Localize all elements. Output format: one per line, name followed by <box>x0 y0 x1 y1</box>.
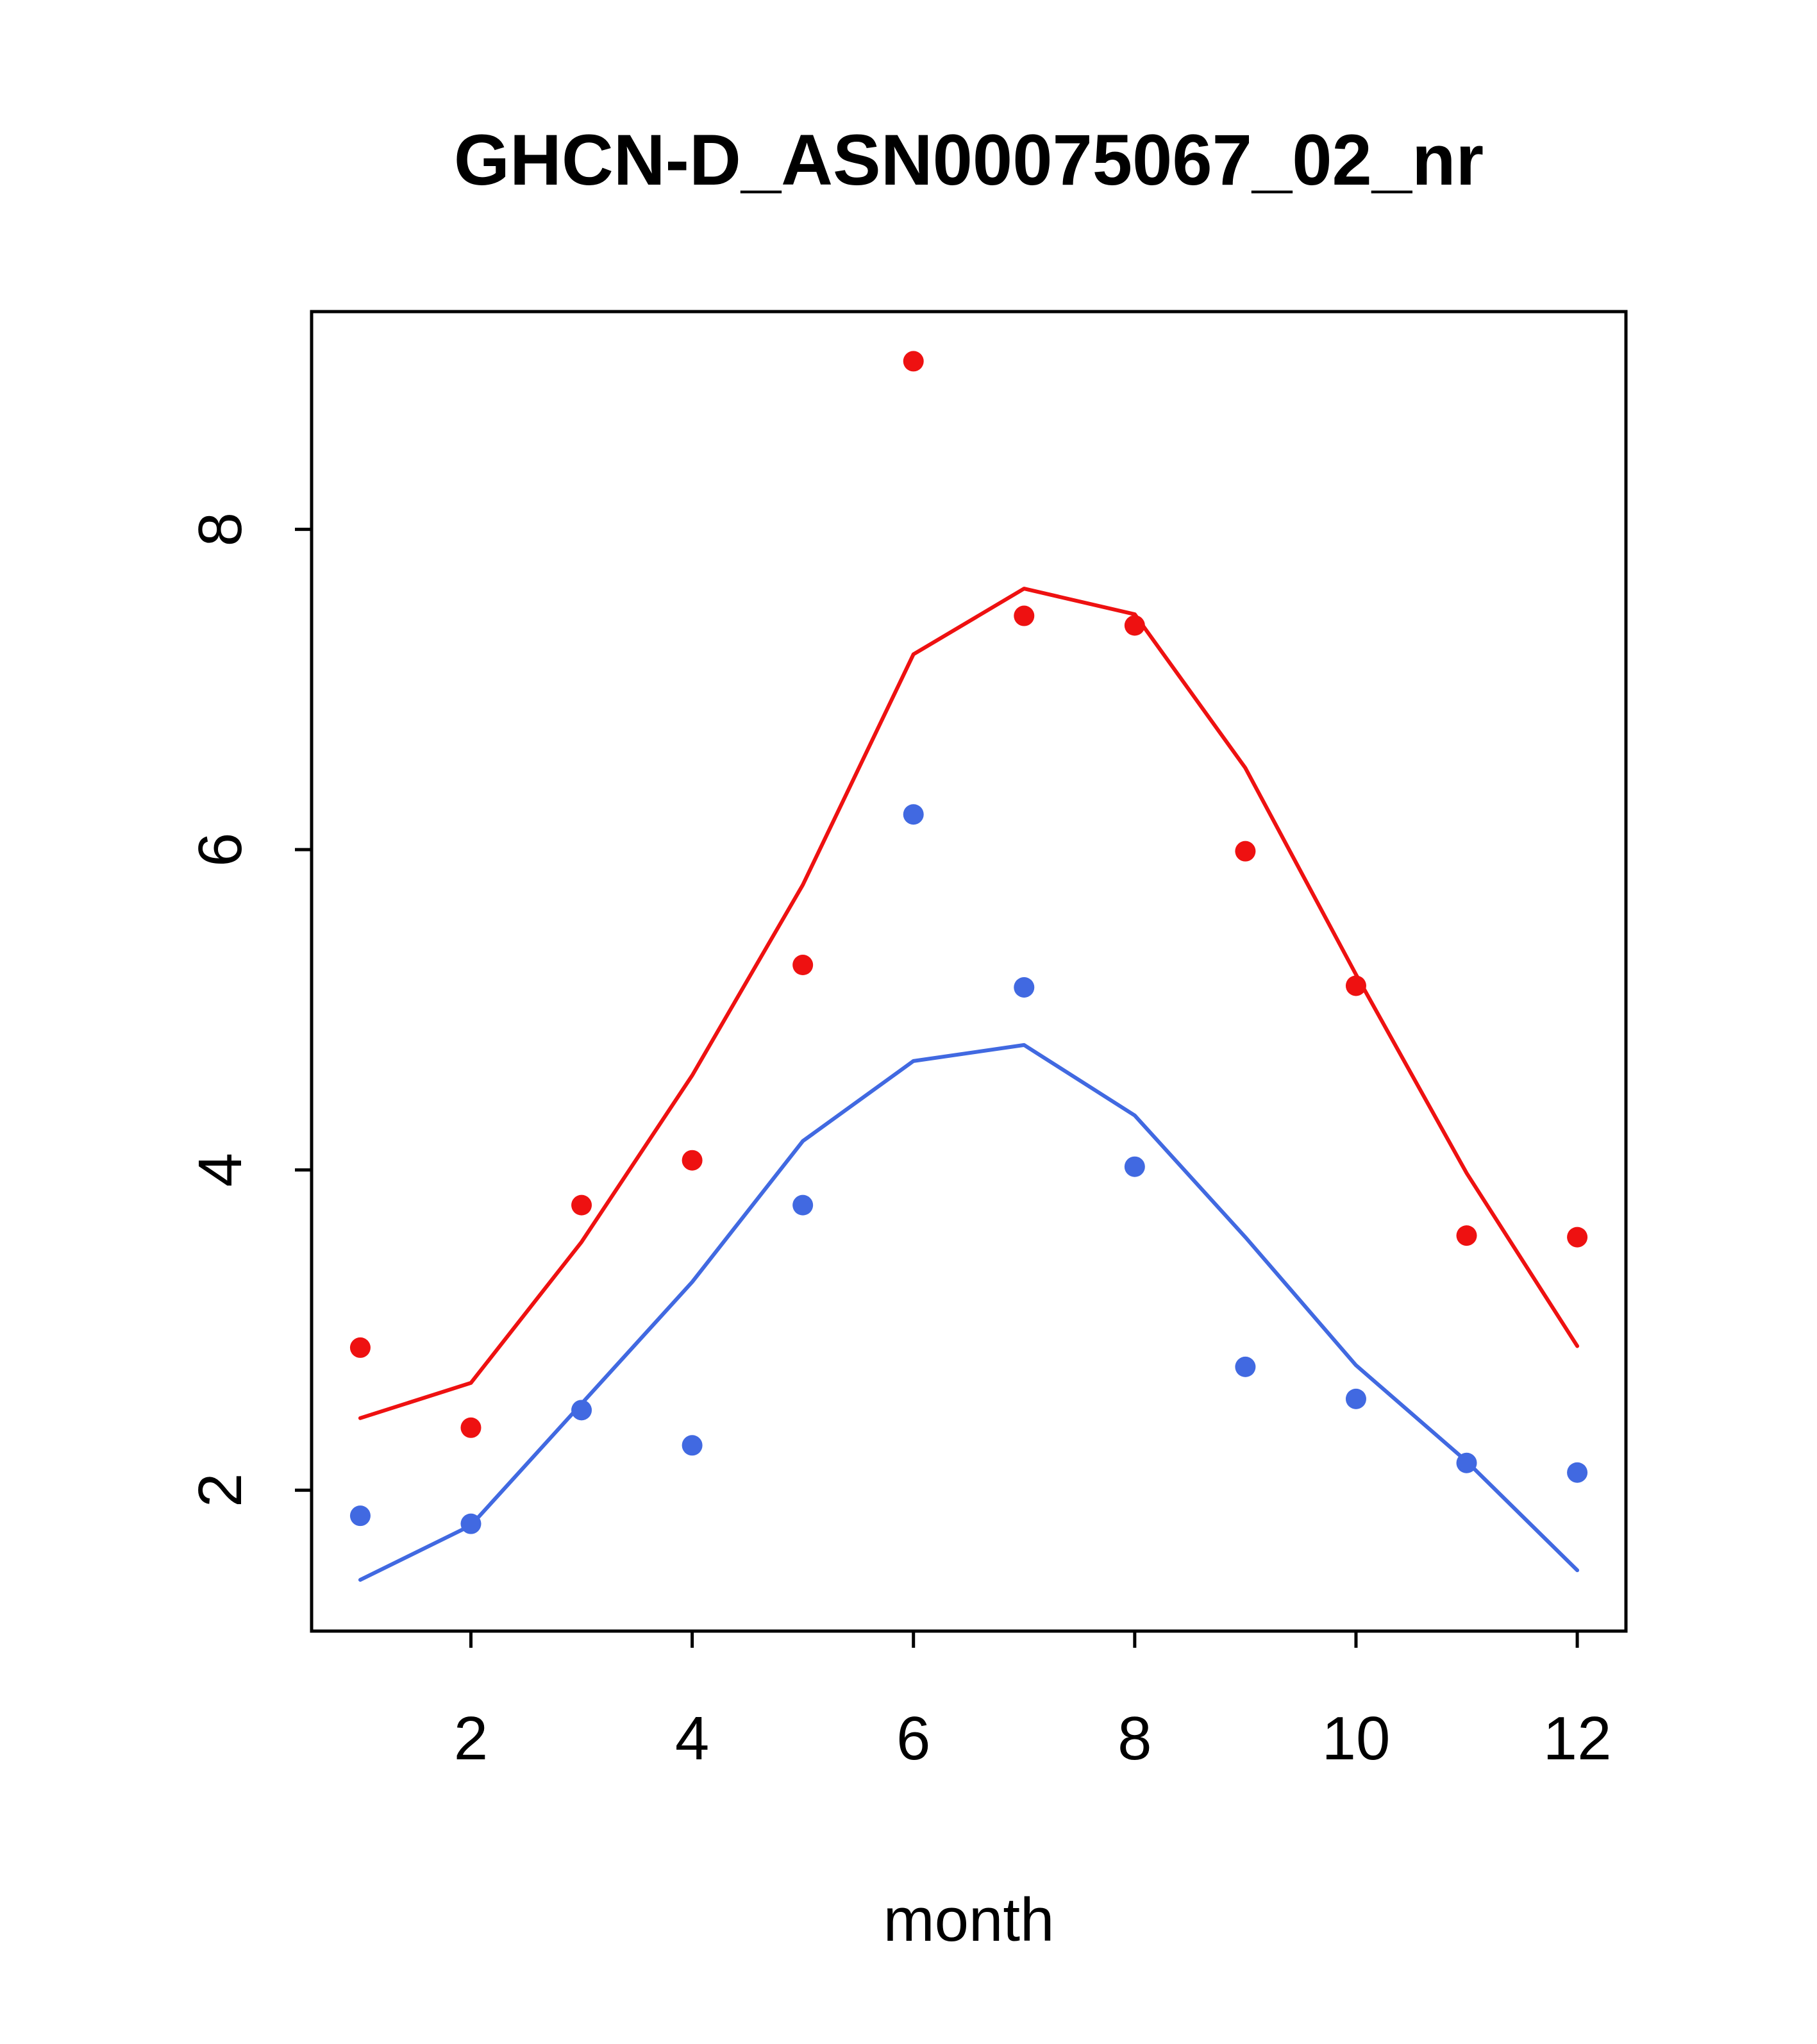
blue-points-marker <box>1014 976 1035 998</box>
blue-points-marker <box>1235 1356 1256 1377</box>
blue-points-marker <box>792 1194 814 1216</box>
plot-box <box>310 310 1628 1633</box>
red-points-marker <box>1124 615 1145 636</box>
chart-title: GHCN-D_ASN00075067_02_nr <box>453 120 1484 200</box>
x-axis-label: month <box>883 1886 1055 1954</box>
blue-points-marker <box>903 804 924 825</box>
blue-points-marker <box>1567 1462 1588 1483</box>
x-tick-label: 4 <box>675 1704 709 1773</box>
x-tick-label: 6 <box>896 1704 930 1773</box>
blue-line <box>358 1043 1580 1582</box>
blue-points-marker <box>1456 1452 1477 1473</box>
red-points-marker <box>682 1150 703 1171</box>
red-points-marker <box>1456 1225 1477 1246</box>
blue-points-marker <box>1345 1388 1366 1409</box>
red-points-marker <box>349 1337 371 1358</box>
x-tick-label: 12 <box>1543 1704 1612 1773</box>
blue-points-marker <box>571 1400 592 1421</box>
x-tick-label: 2 <box>454 1704 488 1773</box>
y-tick-label: 6 <box>186 832 255 866</box>
blue-points-marker <box>460 1513 481 1534</box>
red-points-marker <box>1567 1227 1588 1248</box>
red-points-marker <box>571 1194 592 1216</box>
red-points-marker <box>1014 605 1035 626</box>
y-tick-label: 2 <box>186 1473 255 1507</box>
x-tick-label: 8 <box>1118 1704 1151 1773</box>
red-points-marker <box>792 955 814 976</box>
y-tick-label: 4 <box>186 1153 255 1187</box>
x-tick-label: 10 <box>1322 1704 1391 1773</box>
y-tick-label: 8 <box>186 512 255 546</box>
blue-points-marker <box>349 1505 371 1527</box>
red-points-marker <box>903 351 924 372</box>
blue-points-marker <box>1124 1156 1145 1177</box>
red-line <box>358 587 1580 1420</box>
red-points-marker <box>1345 975 1366 996</box>
red-points-marker <box>1235 841 1256 862</box>
red-points-marker <box>460 1417 481 1438</box>
blue-points-marker <box>682 1435 703 1456</box>
